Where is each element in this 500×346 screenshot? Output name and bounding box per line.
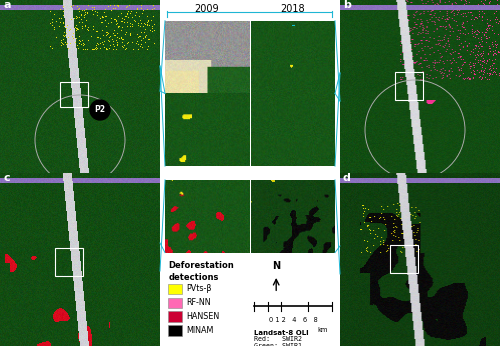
Text: PVts-β: PVts-β	[186, 284, 212, 293]
Text: 0 1 2   4   6   8: 0 1 2 4 6 8	[268, 317, 318, 322]
Text: 2009: 2009	[194, 4, 220, 14]
Text: detections: detections	[168, 273, 219, 282]
Text: Deforestation: Deforestation	[168, 261, 234, 270]
Bar	[395, 72, 423, 100]
Bar	[390, 245, 418, 273]
Text: 2018: 2018	[280, 4, 305, 14]
Bar	[168, 325, 182, 336]
Bar	[168, 311, 182, 322]
Text: P2: P2	[94, 106, 106, 115]
Text: RF-NN: RF-NN	[186, 298, 210, 307]
Bar	[55, 248, 83, 276]
Text: HANSEN: HANSEN	[186, 312, 219, 321]
Bar	[168, 284, 182, 294]
Bar	[60, 82, 88, 107]
Text: MINAM: MINAM	[186, 326, 213, 335]
Circle shape	[90, 100, 110, 120]
Text: Red:   SWIR2: Red: SWIR2	[254, 336, 302, 343]
Text: b: b	[343, 0, 351, 10]
Text: d: d	[343, 173, 351, 183]
Text: Landsat-8 OLI: Landsat-8 OLI	[254, 330, 309, 336]
Text: c: c	[3, 173, 10, 183]
Text: Green: SWIR1: Green: SWIR1	[254, 343, 302, 346]
Text: a: a	[3, 0, 10, 10]
Bar	[168, 298, 182, 308]
Text: N: N	[272, 262, 280, 271]
Text: km: km	[317, 327, 328, 333]
